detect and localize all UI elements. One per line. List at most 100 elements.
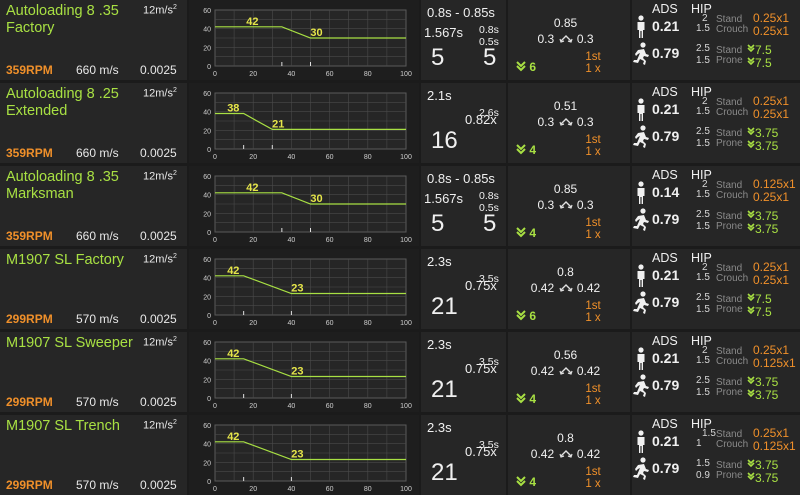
stand-label: Stand bbox=[716, 180, 743, 191]
deviation-value: 0.0025 bbox=[140, 63, 177, 77]
recoil-arrows-icon bbox=[558, 118, 573, 126]
x-tick-label: 80 bbox=[364, 320, 372, 327]
fire-rate: 359RPM bbox=[6, 146, 53, 160]
weapon-row: M1907 SL Sweeper 12m/s2 299RPM 570 m/s 0… bbox=[0, 332, 800, 412]
damage-graph-cell: 60 40 20 0 0 20 40 60 80 100 42 30 bbox=[189, 0, 419, 80]
recoil-arrows-icon bbox=[558, 35, 573, 43]
weapon-row: Autoloading 8 .35 Marksman 12m/s2 359RPM… bbox=[0, 166, 800, 246]
move-stand-label: Stand bbox=[716, 45, 743, 56]
spread-cell: ADS HIP 0.21 0.79 2 1.5 2.5 1.5 Stand Cr… bbox=[632, 332, 800, 412]
ads-stand-spread: 0.14 bbox=[652, 184, 680, 200]
hip-move-spread: 7.5 bbox=[755, 43, 772, 57]
recoil-left: 0.42 bbox=[530, 281, 555, 295]
crouch-label: Crouch bbox=[716, 107, 749, 118]
hip-label: HIP bbox=[691, 251, 712, 265]
crouch-label: Crouch bbox=[716, 439, 749, 450]
person-standing-icon bbox=[637, 430, 645, 453]
stand-max: 1.5 bbox=[696, 355, 710, 366]
reload-right-top: 0.8s bbox=[479, 190, 499, 202]
x-tick-label: 100 bbox=[400, 71, 412, 78]
reload-time: 0.8s - 0.85s bbox=[427, 171, 495, 186]
recoil-decrease: 6 bbox=[516, 309, 536, 323]
recoil-left: 0.42 bbox=[530, 447, 555, 461]
x-tick-label: 40 bbox=[288, 237, 296, 244]
prone-label: Prone bbox=[716, 387, 743, 398]
ads-label: ADS bbox=[652, 417, 678, 431]
magazine-size: 21 bbox=[431, 376, 458, 403]
x-tick-label: 40 bbox=[288, 403, 296, 410]
prone-label: Prone bbox=[716, 138, 743, 149]
hip-stand-spread: 0.25x1 bbox=[753, 11, 790, 25]
stand-max: 1.5 bbox=[696, 272, 710, 283]
y-tick-label: 60 bbox=[203, 8, 211, 15]
hip-stand-spread: 0.25x1 bbox=[753, 426, 790, 440]
min-damage-label: 30 bbox=[310, 193, 322, 205]
weapon-name: M1907 SL Factory bbox=[6, 252, 124, 268]
fire-rate: 359RPM bbox=[6, 229, 53, 243]
reload-cell: 0.8s - 0.85s 1.567s 0.8s 0.5s 5 5 bbox=[421, 0, 506, 80]
first-shot-recoil: 1st 1 x bbox=[585, 51, 601, 75]
x-tick-label: 60 bbox=[326, 71, 334, 78]
y-tick-label: 60 bbox=[203, 423, 211, 430]
x-tick-label: 100 bbox=[400, 403, 412, 410]
magazine-size: 5 bbox=[431, 44, 445, 71]
double-chevron-down-icon bbox=[747, 223, 755, 235]
double-chevron-down-icon bbox=[747, 57, 755, 69]
ads-move-spread: 0.79 bbox=[652, 460, 680, 476]
recoil-up: 0.85 bbox=[553, 182, 578, 196]
magazine-size: 5 bbox=[431, 210, 445, 237]
min-damage-label: 23 bbox=[291, 366, 303, 378]
first-shot-recoil: 1st 1 x bbox=[585, 217, 601, 241]
damage-falloff-chart: 60 40 20 00 20 40 60 80 100 42 30 bbox=[203, 174, 412, 244]
reload-cell: 2.1s 2.6s 16 0.82x bbox=[421, 83, 506, 163]
recoil-arrows-icon bbox=[558, 367, 573, 375]
y-tick-label: 20 bbox=[203, 45, 211, 52]
recoil-right: 0.42 bbox=[576, 281, 601, 295]
prone-label: Prone bbox=[716, 304, 743, 315]
weapon-info-cell: M1907 SL Factory 12m/s2 299RPM 570 m/s 0… bbox=[0, 249, 187, 329]
deviation-value: 0.0025 bbox=[140, 478, 177, 492]
damage-falloff-chart: 60 40 20 00 20 40 60 80 100 38 21 bbox=[203, 91, 412, 161]
hip-label: HIP bbox=[691, 334, 712, 348]
move-max: 1.5 bbox=[696, 387, 710, 398]
x-tick-label: 40 bbox=[288, 154, 296, 161]
damage-graph-cell: 60 40 20 0 0 20 40 60 80 100 38 21 bbox=[189, 83, 419, 163]
x-tick-label: 60 bbox=[326, 320, 334, 327]
hip-move-spread: 3.75 bbox=[755, 126, 779, 140]
crouch-label: Crouch bbox=[716, 356, 749, 367]
move-max: 1.5 bbox=[696, 138, 710, 149]
y-tick-label: 0 bbox=[207, 64, 211, 71]
move-min: 2.5 bbox=[696, 375, 710, 386]
bullet-velocity: 570 m/s bbox=[76, 312, 119, 326]
y-tick-label: 20 bbox=[203, 128, 211, 135]
recoil-horizontal: 0.3 0.3 bbox=[508, 115, 623, 129]
ads-label: ADS bbox=[652, 251, 678, 265]
hip-crouch-spread: 0.125x1 bbox=[753, 356, 796, 370]
recoil-left: 0.3 bbox=[537, 115, 555, 129]
prone-label: Prone bbox=[716, 470, 743, 481]
hip-move-spread: 7.5 bbox=[755, 292, 772, 306]
x-tick-label: 80 bbox=[364, 237, 372, 244]
hip-label: HIP bbox=[691, 168, 712, 182]
stand-label: Stand bbox=[716, 14, 743, 25]
max-damage-label: 42 bbox=[246, 182, 258, 194]
recoil-right: 0.3 bbox=[576, 32, 594, 46]
damage-line bbox=[215, 112, 406, 131]
move-min: 2.5 bbox=[696, 43, 710, 54]
hip-crouch-spread: 0.25x1 bbox=[753, 107, 790, 121]
move-min: 2.5 bbox=[696, 209, 710, 220]
ads-label: ADS bbox=[652, 2, 678, 16]
prone-label: Prone bbox=[716, 55, 743, 66]
stand-min: 2 bbox=[702, 262, 708, 273]
person-running-icon bbox=[633, 125, 649, 148]
x-tick-label: 60 bbox=[326, 237, 334, 244]
max-damage-label: 42 bbox=[227, 431, 239, 443]
min-damage-label: 30 bbox=[310, 27, 322, 39]
bullet-velocity: 570 m/s bbox=[76, 395, 119, 409]
double-chevron-down-icon bbox=[516, 227, 526, 238]
damage-graph-cell: 60 40 20 0 0 20 40 60 80 100 42 30 bbox=[189, 166, 419, 246]
spread-cell: ADS HIP 0.21 0.79 2 1.5 2.5 1.5 Stand Cr… bbox=[632, 0, 800, 80]
x-tick-label: 80 bbox=[364, 486, 372, 493]
damage-multiplier: 0.82x bbox=[465, 112, 497, 127]
x-tick-label: 20 bbox=[249, 154, 257, 161]
